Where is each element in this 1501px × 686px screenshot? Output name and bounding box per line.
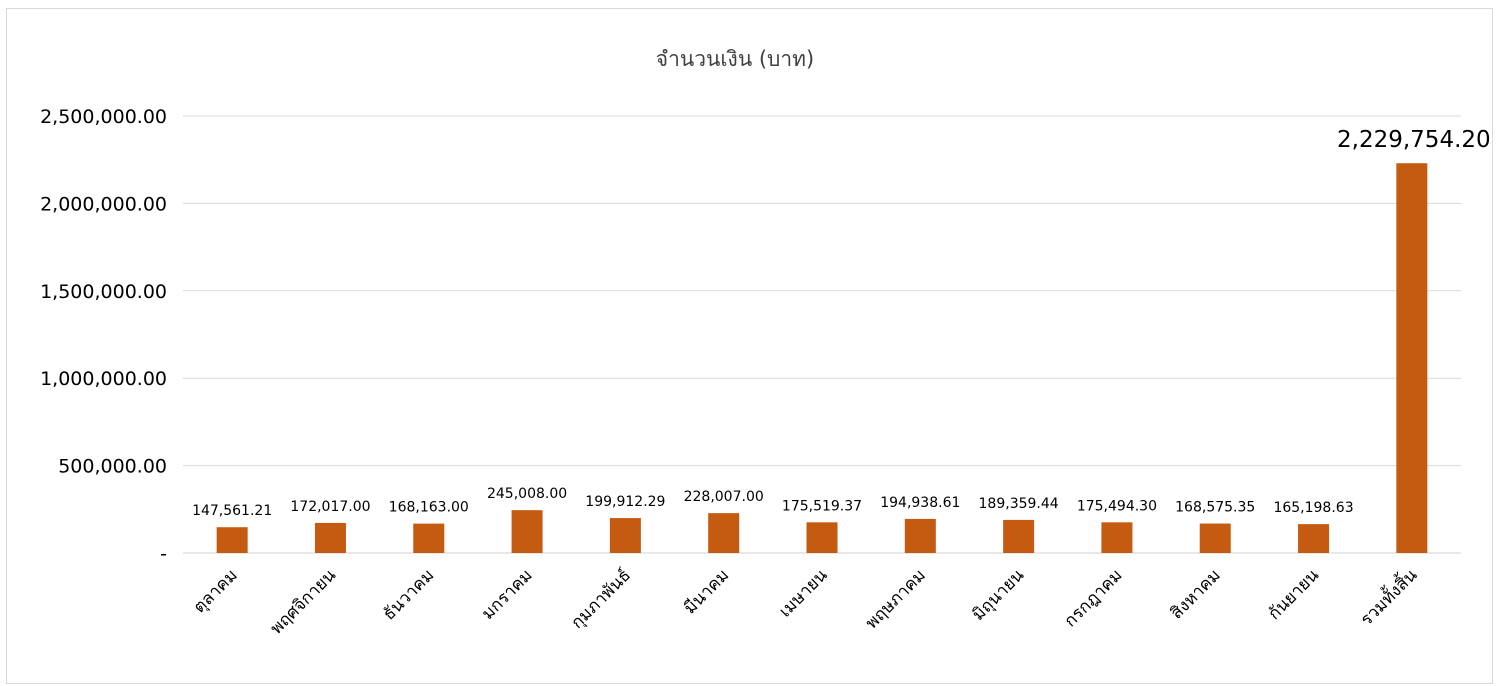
gridlines <box>183 116 1461 553</box>
data-label: 245,008.00 <box>487 486 567 502</box>
x-tick-label: มกราคม <box>478 565 537 624</box>
x-tick-label: กรกฎาคม <box>1061 565 1127 631</box>
bar <box>217 527 248 553</box>
data-label: 175,494.30 <box>1077 498 1157 514</box>
bar <box>1003 520 1034 553</box>
y-tick-label: 1,000,000.00 <box>40 368 167 390</box>
data-label-total: 2,229,754.20 <box>1337 127 1491 153</box>
bar <box>512 510 543 553</box>
data-label: 194,938.61 <box>880 495 960 511</box>
y-tick-label: - <box>160 543 167 565</box>
bar <box>610 518 641 553</box>
x-tick-label: กันยายน <box>1264 565 1323 624</box>
bar <box>708 513 739 553</box>
x-tick-label: ตุลาคม <box>190 565 242 617</box>
y-tick-label: 2,000,000.00 <box>40 193 167 215</box>
y-axis: - 500,000.00 1,000,000.00 1,500,000.00 2,000… <box>40 106 167 565</box>
data-labels: 147,561.21 172,017.00 168,163.00 245,008.00… <box>192 127 1491 519</box>
x-tick-label: พฤศจิกายน <box>267 565 341 639</box>
data-label: 168,163.00 <box>389 500 469 516</box>
x-tick-label: สิงหาคม <box>1167 565 1225 623</box>
bar <box>1298 524 1329 553</box>
bar <box>1396 163 1427 553</box>
x-tick-label: พฤษภาคม <box>862 565 930 633</box>
bar <box>1200 524 1231 553</box>
chart-title: จำนวนเงิน (บาท) <box>656 47 814 71</box>
bar <box>807 522 838 553</box>
x-tick-label: รวมทั้งสิ้น <box>1355 563 1422 630</box>
bars <box>217 163 1428 553</box>
x-tick-label: มีนาคม <box>680 565 733 618</box>
bar <box>315 523 346 553</box>
x-tick-label: กุมภาพันธ์ <box>567 565 635 633</box>
data-label: 165,198.63 <box>1273 500 1353 516</box>
data-label: 172,017.00 <box>290 499 370 515</box>
x-axis: ตุลาคม พฤศจิกายน ธันวาคม มกราคม กุมภาพันธ์ มี… <box>190 563 1422 639</box>
data-label: 189,359.44 <box>979 496 1059 512</box>
data-label: 228,007.00 <box>684 489 764 505</box>
data-label: 175,519.37 <box>782 498 862 514</box>
x-tick-label: มิถุนายน <box>969 565 1029 625</box>
y-tick-label: 500,000.00 <box>58 456 167 478</box>
bar <box>1101 522 1132 553</box>
y-tick-label: 1,500,000.00 <box>40 281 167 303</box>
bar <box>413 524 444 553</box>
y-tick-label: 2,500,000.00 <box>40 106 167 128</box>
data-label: 199,912.29 <box>585 494 665 510</box>
data-label: 168,575.35 <box>1175 500 1255 516</box>
data-label: 147,561.21 <box>192 503 272 519</box>
x-tick-label: เมษายน <box>775 565 831 621</box>
bar <box>905 519 936 553</box>
x-tick-label: ธันวาคม <box>379 565 438 624</box>
